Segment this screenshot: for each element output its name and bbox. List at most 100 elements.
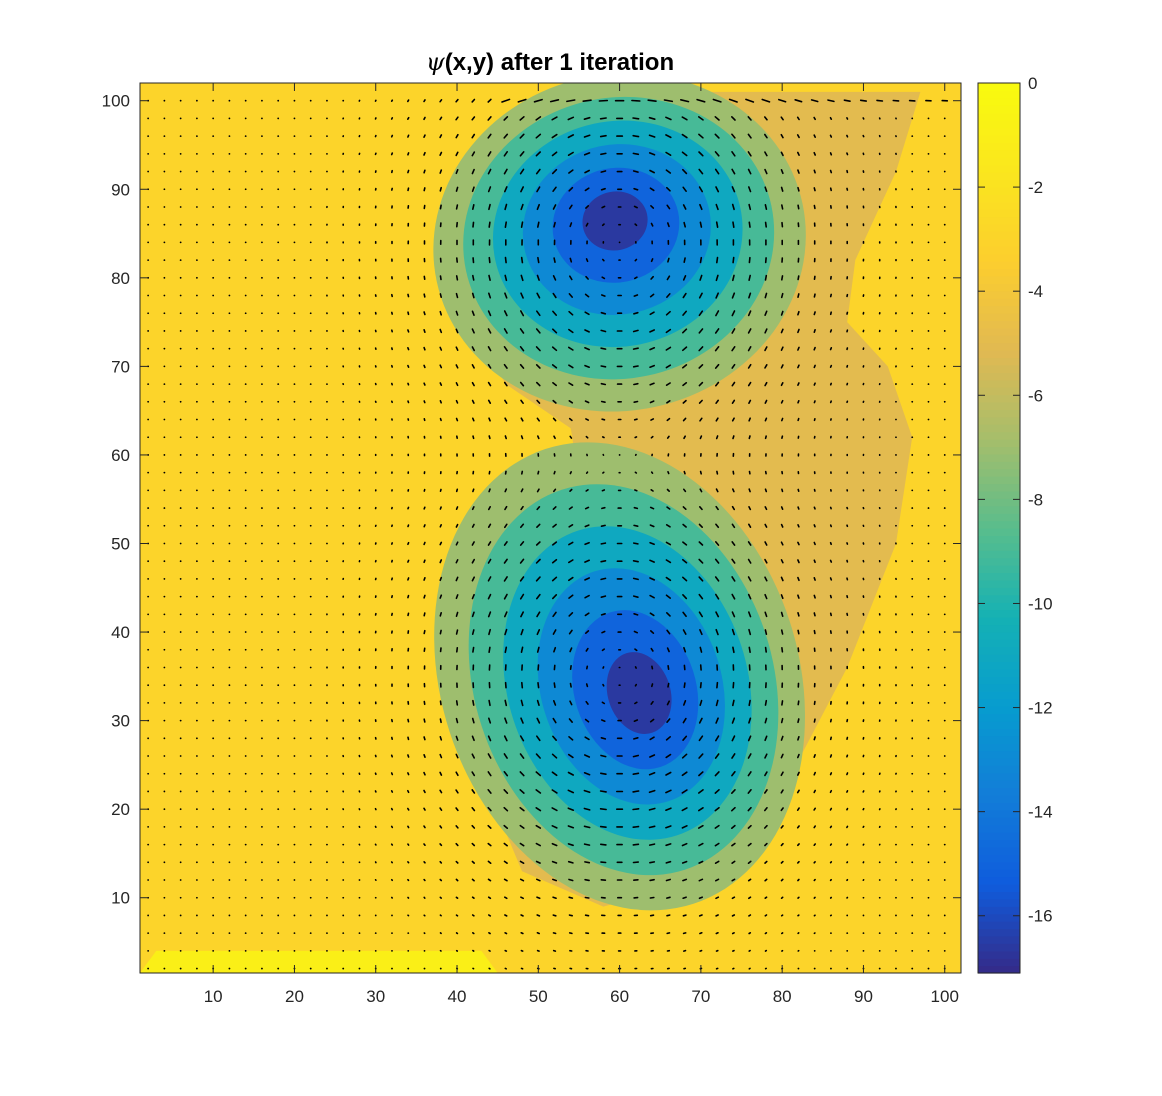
- quiver-dot: [878, 896, 881, 899]
- quiver-dot: [196, 932, 198, 935]
- quiver-arrow: [455, 576, 459, 582]
- quiver-arrow: [584, 506, 590, 510]
- colorbar-segment: [978, 216, 1020, 225]
- quiver-arrow: [583, 789, 591, 794]
- quiver-arrow: [699, 699, 703, 707]
- quiver-arrow: [552, 186, 557, 192]
- quiver-arrow: [439, 896, 443, 899]
- quiver-arrow: [764, 842, 768, 847]
- x-tick-label: 70: [691, 987, 710, 1006]
- y-tick-label: 90: [111, 180, 130, 199]
- quiver-dot: [326, 524, 328, 527]
- quiver-dot: [212, 418, 215, 421]
- quiver-dot: [261, 542, 263, 545]
- quiver-dot: [244, 436, 247, 439]
- quiver-arrow: [487, 505, 492, 511]
- quiver-arrow: [846, 807, 849, 811]
- quiver-dot: [196, 223, 198, 226]
- quiver-arrow: [390, 825, 394, 829]
- colorbar-segment: [978, 453, 1020, 462]
- quiver-dot: [911, 578, 914, 580]
- quiver-dot: [911, 170, 914, 173]
- quiver-arrow: [423, 382, 426, 386]
- colorbar-segment: [978, 142, 1020, 151]
- quiver-arrow: [487, 186, 492, 193]
- quiver-dot: [911, 507, 914, 509]
- quiver-dot: [261, 330, 263, 332]
- quiver-arrow: [632, 807, 640, 811]
- quiver-dot: [911, 383, 914, 385]
- quiver-arrow: [407, 559, 410, 563]
- quiver-arrow: [503, 558, 508, 564]
- quiver-dot: [163, 755, 166, 757]
- quiver-arrow: [810, 99, 819, 103]
- quiver-arrow: [455, 523, 459, 528]
- quiver-arrow: [503, 824, 509, 830]
- quiver-arrow: [632, 790, 640, 793]
- quiver-arrow: [503, 770, 509, 777]
- quiver-arrow: [552, 488, 557, 493]
- quiver-arrow: [423, 346, 426, 351]
- quiver-dot: [244, 737, 247, 740]
- quiver-arrow: [813, 204, 816, 210]
- quiver-arrow: [633, 187, 639, 191]
- quiver-dot: [147, 294, 150, 297]
- quiver-arrow: [423, 789, 426, 794]
- quiver-arrow: [699, 488, 703, 493]
- quiver-dot: [423, 949, 426, 952]
- quiver-arrow: [439, 825, 443, 829]
- quiver-arrow: [797, 559, 800, 564]
- quiver-arrow: [731, 292, 736, 299]
- colorbar-segment: [978, 617, 1020, 626]
- quiver-arrow: [504, 488, 508, 493]
- quiver-dot: [911, 932, 914, 935]
- quiver-arrow: [585, 418, 590, 421]
- quiver-arrow: [665, 310, 671, 316]
- quiver-dot: [277, 294, 280, 297]
- quiver-arrow: [423, 629, 426, 635]
- y-tick-label: 40: [111, 623, 130, 642]
- quiver-arrow: [600, 294, 606, 297]
- quiver-arrow: [665, 559, 672, 564]
- quiver-arrow: [763, 789, 768, 794]
- quiver-dot: [797, 967, 800, 970]
- quiver-dot: [196, 684, 198, 687]
- quiver-arrow: [813, 736, 816, 741]
- quiver-arrow: [583, 152, 591, 156]
- quiver-arrow: [568, 896, 574, 899]
- quiver-dot: [895, 471, 897, 474]
- quiver-arrow: [748, 221, 751, 228]
- quiver-arrow: [439, 328, 443, 334]
- quiver-arrow: [797, 932, 800, 935]
- quiver-arrow: [488, 628, 492, 636]
- quiver-dot: [911, 330, 914, 332]
- colorbar-segment: [978, 898, 1020, 907]
- quiver-arrow: [439, 488, 442, 493]
- quiver-arrow: [731, 860, 736, 865]
- quiver-dot: [943, 330, 946, 332]
- quiver-arrow: [552, 896, 557, 900]
- quiver-arrow: [503, 735, 508, 742]
- quiver-dot: [212, 436, 215, 439]
- quiver-arrow: [632, 117, 640, 120]
- quiver-dot: [212, 648, 215, 651]
- quiver-dot: [244, 347, 247, 350]
- quiver-arrow: [797, 169, 800, 174]
- quiver-arrow: [504, 203, 508, 211]
- quiver-dot: [244, 330, 247, 332]
- quiver-arrow: [747, 593, 752, 600]
- quiver-arrow: [747, 806, 752, 812]
- quiver-arrow: [487, 98, 492, 103]
- quiver-arrow: [584, 169, 591, 174]
- quiver-dot: [309, 330, 312, 332]
- quiver-dot: [163, 949, 166, 952]
- quiver-arrow: [601, 489, 606, 492]
- quiver-arrow: [862, 807, 865, 811]
- quiver-arrow: [843, 99, 851, 102]
- quiver-dot: [163, 507, 166, 509]
- x-tick-label: 90: [854, 987, 873, 1006]
- quiver-dot: [911, 135, 914, 138]
- quiver-arrow: [487, 771, 492, 777]
- quiver-arrow: [406, 807, 410, 811]
- quiver-dot: [293, 188, 296, 191]
